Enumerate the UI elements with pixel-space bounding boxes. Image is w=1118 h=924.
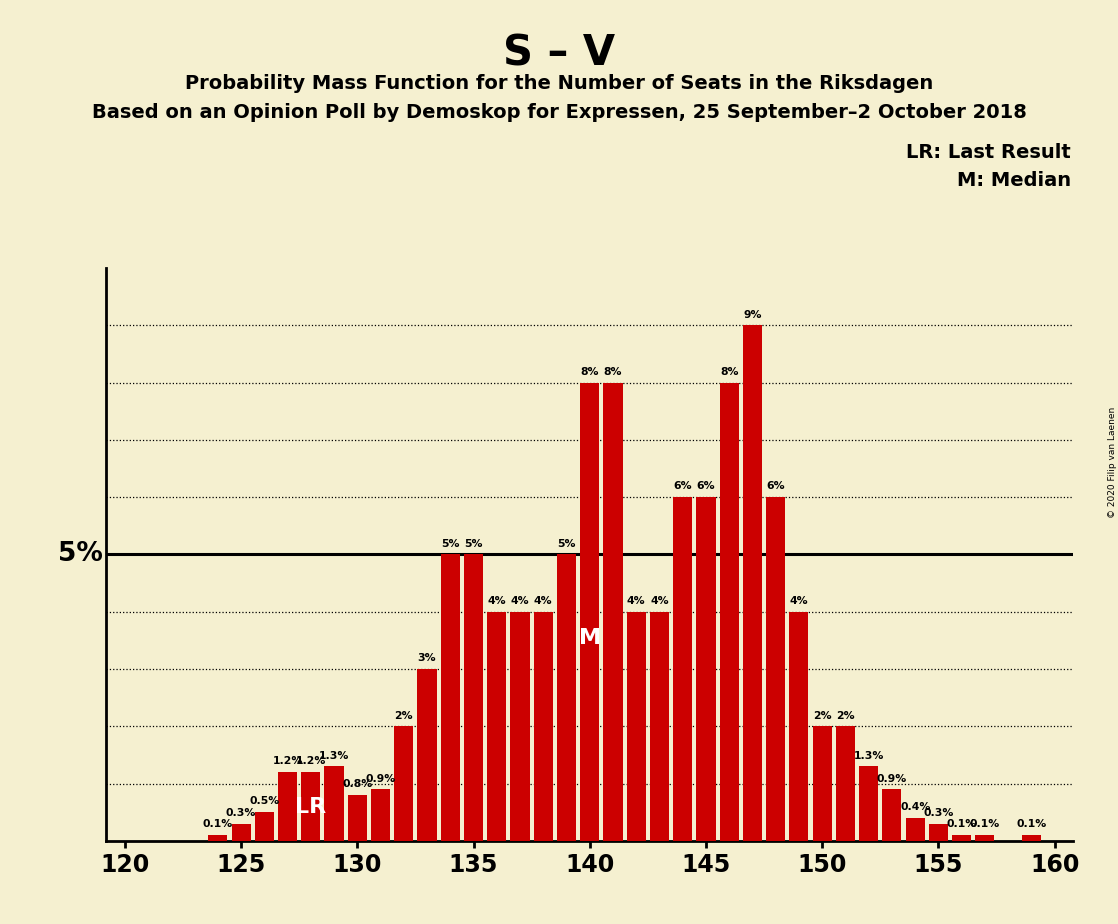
Bar bbox=[255, 812, 274, 841]
Bar bbox=[324, 766, 343, 841]
Bar bbox=[673, 497, 692, 841]
Text: LR: Last Result: LR: Last Result bbox=[907, 143, 1071, 163]
Text: 1.2%: 1.2% bbox=[295, 757, 326, 766]
Text: 1.3%: 1.3% bbox=[853, 750, 884, 760]
Bar bbox=[859, 766, 879, 841]
Bar bbox=[766, 497, 785, 841]
Text: 0.1%: 0.1% bbox=[947, 820, 977, 830]
Text: 8%: 8% bbox=[720, 367, 739, 377]
Text: 0.1%: 0.1% bbox=[202, 820, 233, 830]
Text: 5%: 5% bbox=[58, 541, 103, 567]
Text: 6%: 6% bbox=[673, 481, 692, 492]
Text: 6%: 6% bbox=[697, 481, 716, 492]
Bar bbox=[1022, 835, 1041, 841]
Text: 4%: 4% bbox=[651, 596, 669, 606]
Text: LR: LR bbox=[295, 796, 326, 817]
Bar bbox=[882, 789, 901, 841]
Text: M: Median: M: Median bbox=[957, 171, 1071, 190]
Bar bbox=[487, 612, 506, 841]
Text: 1.2%: 1.2% bbox=[273, 757, 303, 766]
Bar bbox=[395, 726, 414, 841]
Text: 4%: 4% bbox=[789, 596, 808, 606]
Text: S – V: S – V bbox=[503, 32, 615, 74]
Text: 0.3%: 0.3% bbox=[226, 808, 256, 818]
Bar bbox=[720, 383, 739, 841]
Bar bbox=[813, 726, 832, 841]
Bar bbox=[231, 823, 250, 841]
Bar bbox=[906, 818, 925, 841]
Text: 0.1%: 0.1% bbox=[969, 820, 1001, 830]
Text: 8%: 8% bbox=[580, 367, 599, 377]
Text: 2%: 2% bbox=[813, 711, 832, 721]
Text: 0.4%: 0.4% bbox=[900, 802, 930, 812]
Text: Probability Mass Function for the Number of Seats in the Riksdagen: Probability Mass Function for the Number… bbox=[184, 74, 934, 93]
Bar bbox=[533, 612, 552, 841]
Bar bbox=[627, 612, 646, 841]
Bar bbox=[789, 612, 808, 841]
Text: 1.3%: 1.3% bbox=[319, 750, 349, 760]
Text: 2%: 2% bbox=[836, 711, 855, 721]
Bar bbox=[929, 823, 948, 841]
Bar bbox=[417, 669, 436, 841]
Bar bbox=[511, 612, 530, 841]
Text: 8%: 8% bbox=[604, 367, 623, 377]
Bar bbox=[697, 497, 716, 841]
Text: Based on an Opinion Poll by Demoskop for Expressen, 25 September–2 October 2018: Based on an Opinion Poll by Demoskop for… bbox=[92, 103, 1026, 123]
Text: 0.8%: 0.8% bbox=[342, 779, 372, 789]
Text: 0.3%: 0.3% bbox=[923, 808, 954, 818]
Text: © 2020 Filip van Laenen: © 2020 Filip van Laenen bbox=[1108, 407, 1117, 517]
Bar bbox=[371, 789, 390, 841]
Bar bbox=[650, 612, 669, 841]
Bar bbox=[580, 383, 599, 841]
Text: 4%: 4% bbox=[534, 596, 552, 606]
Text: 4%: 4% bbox=[487, 596, 506, 606]
Bar bbox=[836, 726, 855, 841]
Text: 9%: 9% bbox=[743, 310, 761, 320]
Text: 5%: 5% bbox=[557, 539, 576, 549]
Text: M: M bbox=[579, 628, 600, 649]
Bar bbox=[975, 835, 995, 841]
Text: 5%: 5% bbox=[464, 539, 483, 549]
Text: 2%: 2% bbox=[395, 711, 413, 721]
Bar bbox=[348, 795, 367, 841]
Bar bbox=[208, 835, 227, 841]
Text: 6%: 6% bbox=[767, 481, 785, 492]
Text: 3%: 3% bbox=[418, 653, 436, 663]
Bar bbox=[557, 554, 576, 841]
Text: 4%: 4% bbox=[511, 596, 529, 606]
Text: 0.9%: 0.9% bbox=[877, 773, 907, 784]
Bar bbox=[743, 325, 762, 841]
Text: 5%: 5% bbox=[440, 539, 459, 549]
Text: 0.1%: 0.1% bbox=[1016, 820, 1046, 830]
Bar bbox=[464, 554, 483, 841]
Bar bbox=[953, 835, 972, 841]
Text: 0.5%: 0.5% bbox=[249, 796, 280, 807]
Bar bbox=[301, 772, 321, 841]
Bar bbox=[278, 772, 297, 841]
Text: 0.9%: 0.9% bbox=[366, 773, 396, 784]
Text: 4%: 4% bbox=[627, 596, 645, 606]
Bar bbox=[604, 383, 623, 841]
Bar bbox=[440, 554, 459, 841]
